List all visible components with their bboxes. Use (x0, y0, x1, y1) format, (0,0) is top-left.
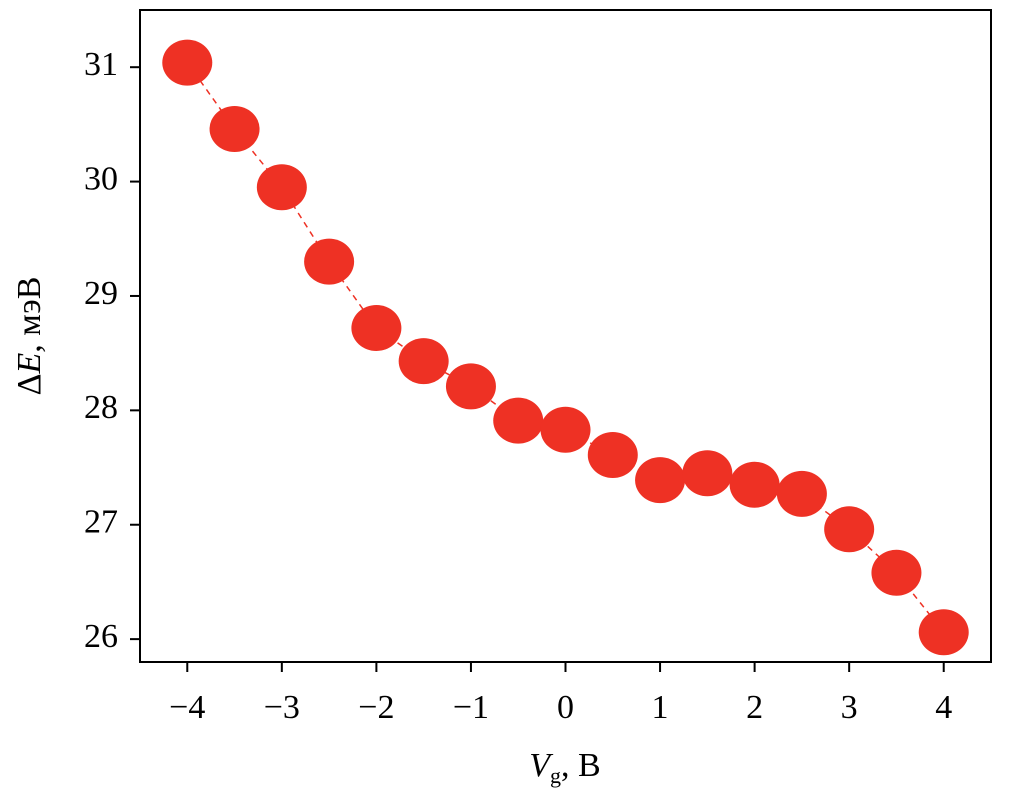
x-tick-label: 0 (557, 689, 574, 726)
y-tick-label: 30 (84, 160, 118, 197)
x-tick-label: −4 (169, 689, 205, 726)
y-tick-label: 29 (84, 275, 118, 312)
x-label-part: g (550, 763, 561, 788)
point (682, 450, 733, 497)
x-tick-label: 3 (841, 689, 858, 726)
y-tick-label: 26 (84, 618, 118, 655)
point (493, 397, 544, 444)
x-tick-label: −3 (264, 689, 300, 726)
x-axis-label: Vg, В (529, 747, 600, 788)
point (587, 431, 638, 478)
x-tick-label: 2 (746, 689, 763, 726)
x-tick-label: −1 (453, 689, 489, 726)
point (209, 105, 260, 152)
point (729, 461, 780, 508)
point (635, 457, 686, 504)
point (398, 338, 449, 385)
y-tick-label: 27 (84, 504, 118, 541)
point (162, 39, 213, 86)
point (918, 609, 969, 656)
y-label-part: E (11, 353, 48, 375)
point (256, 164, 307, 211)
y-tick-label: 28 (84, 389, 118, 426)
point (445, 363, 496, 410)
point (776, 470, 827, 517)
y-label-part: Δ (11, 374, 48, 396)
point (824, 506, 875, 553)
x-tick-label: 4 (935, 689, 952, 726)
plot-frame (139, 9, 992, 663)
y-label-part: , мэВ (11, 277, 48, 353)
x-label-part: , В (561, 747, 601, 784)
x-tick-label: 1 (652, 689, 669, 726)
series-line (186, 62, 945, 633)
point (540, 406, 591, 453)
point (304, 238, 355, 285)
y-axis-label: ΔE, мэВ (11, 277, 48, 396)
point (871, 549, 922, 596)
point (351, 304, 402, 351)
y-tick-label: 31 (84, 46, 118, 83)
x-tick-label: −2 (358, 689, 394, 726)
